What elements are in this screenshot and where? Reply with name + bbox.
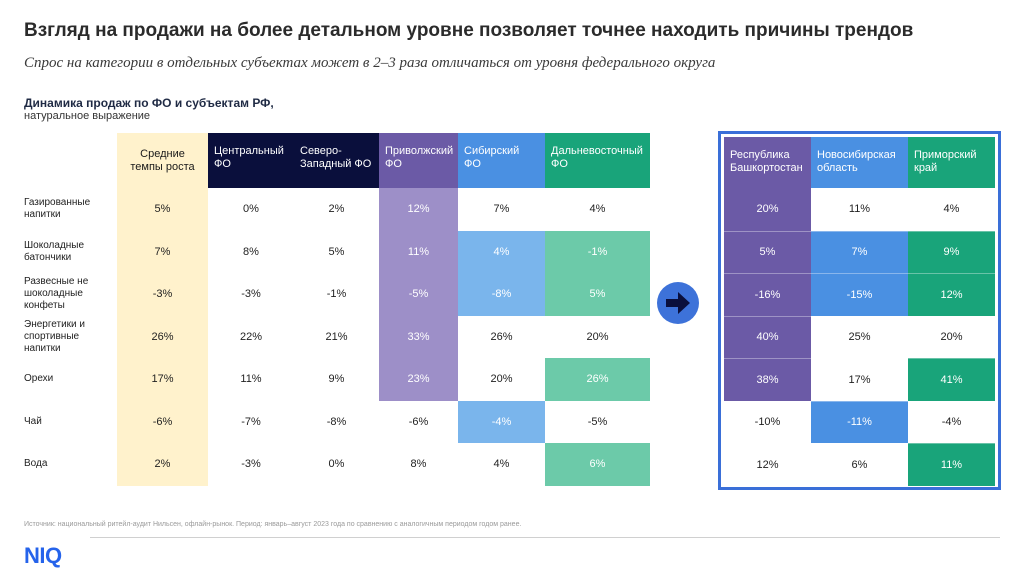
value-cell: 9% bbox=[328, 373, 345, 386]
value-cell: -3% bbox=[117, 273, 208, 316]
value-cell: 6% bbox=[545, 443, 650, 486]
corner-cell bbox=[24, 133, 117, 188]
value-cell: 2% bbox=[328, 203, 345, 216]
column-header: Приволжский ФО bbox=[379, 133, 458, 188]
column-header: Средние темпы роста bbox=[117, 133, 208, 188]
niq-logo: NIQ bbox=[24, 543, 62, 568]
page-subtitle: Спрос на категории в отдельных субъектах… bbox=[24, 55, 716, 71]
value-cell: 22% bbox=[239, 330, 263, 343]
value-cell: 12% bbox=[379, 188, 458, 231]
source-note: Источник: национальный ритейл-аудит Ниль… bbox=[24, 521, 522, 528]
value-cell: 26% bbox=[545, 358, 650, 401]
footer-divider bbox=[90, 537, 1000, 538]
value-cell: 33% bbox=[379, 315, 458, 358]
column-header: Северо-Западный ФО bbox=[294, 133, 379, 188]
row-label: Шоколадные батончики bbox=[24, 239, 85, 263]
page-title: Взгляд на продажи на более детальном уро… bbox=[24, 20, 914, 41]
value-cell: -3% bbox=[241, 458, 261, 471]
value-cell: -8% bbox=[326, 415, 347, 428]
value-cell: 11% bbox=[240, 373, 262, 386]
value-cell: 12% bbox=[724, 443, 811, 486]
value-cell: 20% bbox=[586, 330, 609, 343]
subjects-highlight-frame bbox=[718, 131, 1001, 490]
value-cell: -4% bbox=[458, 400, 545, 443]
column-header: Дальневосточный ФО bbox=[545, 133, 650, 188]
value-cell: 8% bbox=[243, 245, 259, 258]
value-cell: -1% bbox=[545, 230, 650, 273]
value-cell: 8% bbox=[410, 458, 427, 471]
value-cell: 5% bbox=[545, 273, 650, 316]
row-label: Развесные не шоколадные конфеты bbox=[24, 276, 89, 312]
column-header: Новосибирская область bbox=[811, 137, 908, 188]
value-cell: 4% bbox=[458, 230, 545, 273]
value-cell: 4% bbox=[493, 458, 510, 471]
column-header: Республика Башкортостан bbox=[724, 137, 811, 188]
right-arrow-icon bbox=[657, 282, 699, 324]
value-cell: 26% bbox=[117, 315, 208, 358]
value-cell: 5% bbox=[724, 230, 811, 273]
subjects-sales-table: Республика Башкортостан Новосибирская обл… bbox=[724, 137, 995, 486]
value-cell: 11% bbox=[848, 203, 871, 216]
value-cell: 7% bbox=[493, 203, 510, 216]
value-cell: 38% bbox=[724, 358, 811, 401]
row-label: Орехи bbox=[24, 373, 54, 385]
value-cell: -4% bbox=[908, 400, 995, 444]
value-cell: -16% bbox=[724, 273, 811, 316]
row-label: Газированные напитки bbox=[24, 197, 91, 221]
value-cell: 7% bbox=[811, 230, 908, 273]
column-header: Приморский край bbox=[908, 137, 995, 188]
value-cell: 2% bbox=[117, 443, 208, 486]
value-cell: 21% bbox=[325, 330, 348, 343]
value-cell: 0% bbox=[243, 203, 259, 216]
value-cell: -5% bbox=[379, 273, 458, 316]
value-cell: -6% bbox=[408, 415, 429, 428]
column-header: Центральный ФО bbox=[208, 133, 294, 188]
value-cell: 5% bbox=[117, 188, 208, 231]
value-cell: 26% bbox=[490, 330, 513, 343]
value-cell: 17% bbox=[811, 358, 908, 401]
fo-sales-table: Средние темпы роста Центральный ФО Северо-… bbox=[24, 133, 650, 486]
value-cell: 4% bbox=[943, 203, 960, 216]
value-cell: -7% bbox=[241, 415, 261, 428]
value-cell: 4% bbox=[589, 203, 606, 216]
value-cell: 23% bbox=[379, 358, 458, 401]
column-header: Сибирский ФО bbox=[458, 133, 545, 188]
value-cell: 9% bbox=[908, 230, 995, 273]
value-cell: -6% bbox=[117, 400, 208, 443]
section-subtitle: натуральное выражение bbox=[24, 110, 151, 122]
section-title: Динамика продаж по ФО и субъектам РФ, bbox=[24, 96, 274, 110]
value-cell: -8% bbox=[458, 273, 545, 316]
value-cell: 11% bbox=[908, 443, 995, 486]
value-cell: 40% bbox=[724, 315, 811, 358]
row-label: Чай bbox=[24, 415, 42, 427]
value-cell: -10% bbox=[724, 400, 811, 444]
value-cell: 20% bbox=[490, 373, 513, 386]
value-cell: 0% bbox=[328, 458, 345, 471]
value-cell: -11% bbox=[811, 400, 908, 443]
value-cell: -1% bbox=[326, 288, 347, 301]
value-cell: 5% bbox=[328, 245, 345, 258]
value-cell: 17% bbox=[117, 358, 208, 401]
value-cell: 7% bbox=[117, 230, 208, 273]
value-cell: -5% bbox=[587, 415, 608, 428]
value-cell: 20% bbox=[724, 188, 811, 231]
value-cell: 20% bbox=[908, 315, 995, 359]
value-cell: 41% bbox=[908, 358, 995, 401]
value-cell: -15% bbox=[811, 273, 908, 316]
value-cell: 12% bbox=[908, 273, 995, 316]
value-cell: 6% bbox=[811, 443, 908, 486]
row-label: Вода bbox=[24, 458, 48, 470]
value-cell: 25% bbox=[811, 315, 908, 359]
value-cell: -3% bbox=[241, 288, 261, 301]
row-label: Энергетики и спортивные напитки bbox=[24, 318, 85, 354]
value-cell: 11% bbox=[379, 230, 458, 273]
